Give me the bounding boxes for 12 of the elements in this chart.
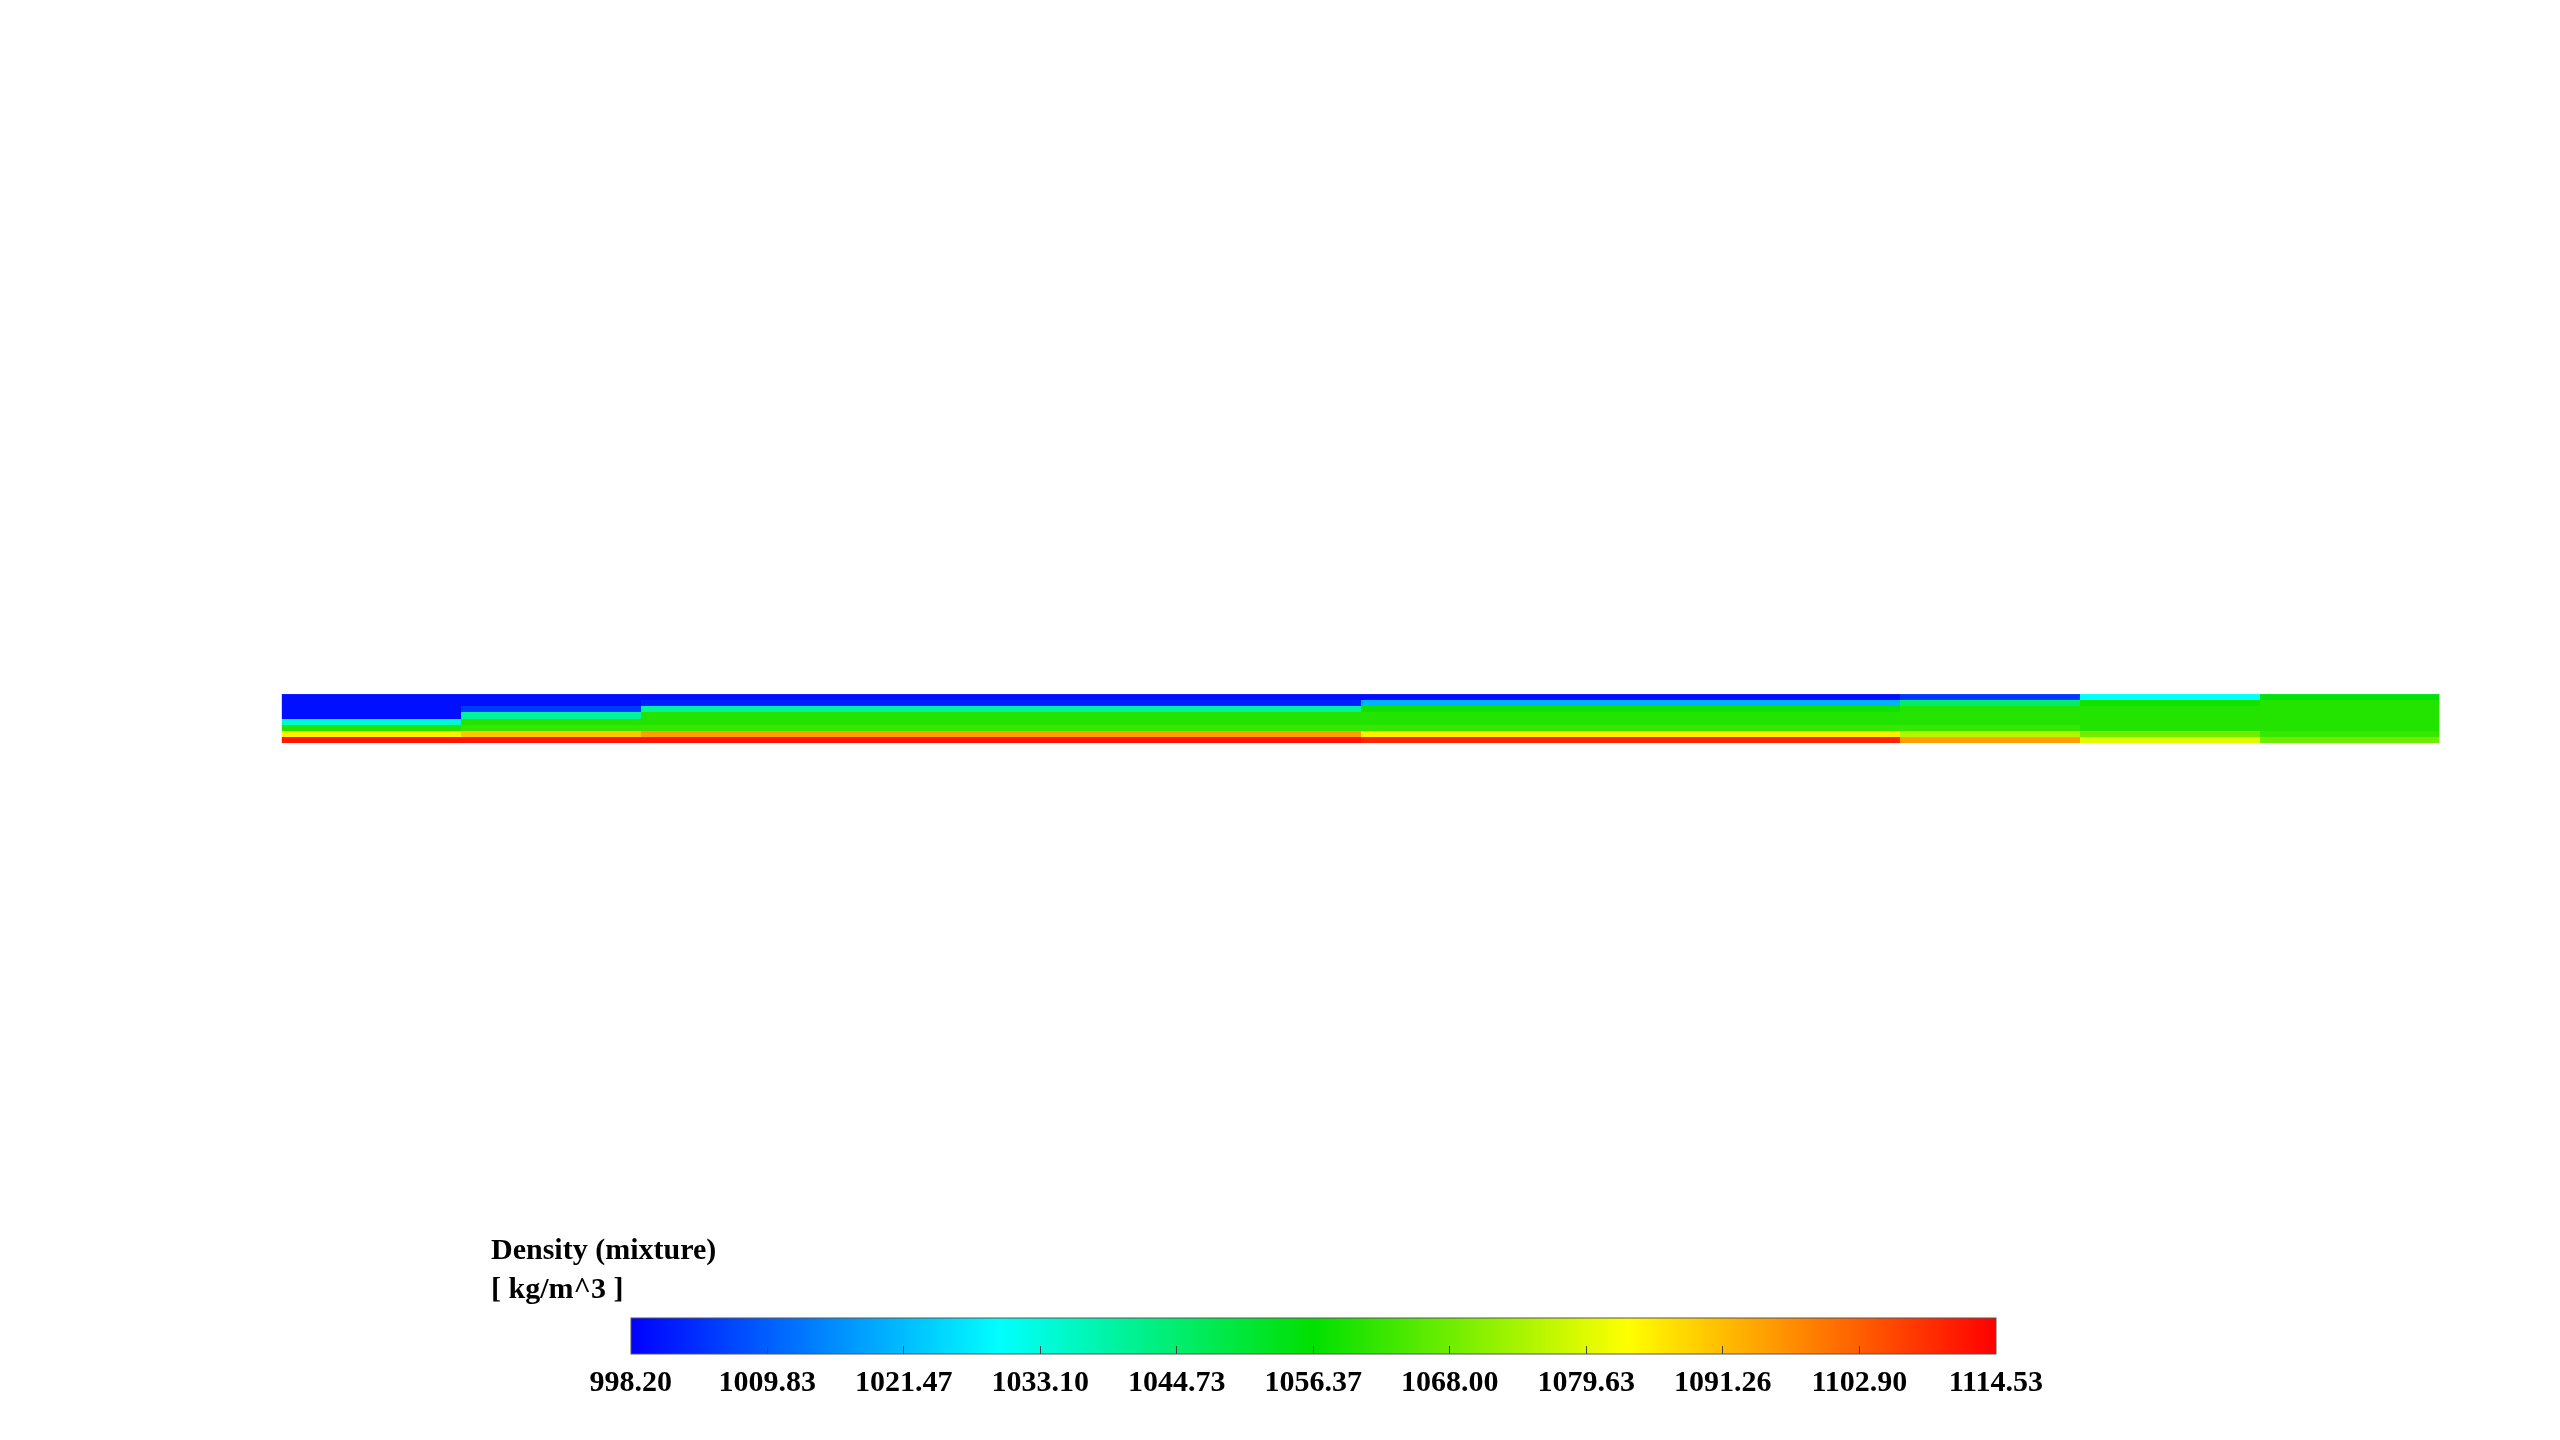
color-bar-label: 1056.37: [1264, 1364, 1363, 1397]
color-bar-label: 1009.83: [718, 1364, 816, 1397]
color-bar-title: Density (mixture) [ kg/m^3 ]: [491, 1232, 717, 1304]
color-bar-label: 1044.73: [1128, 1364, 1226, 1397]
color-bar-label: 1068.00: [1401, 1364, 1499, 1397]
color-bar-label: 998.20: [589, 1364, 673, 1397]
color-bar-label: 1114.53: [1948, 1364, 2043, 1397]
color-bar-label: 1091.26: [1673, 1364, 1772, 1397]
color-bar-label: 1079.63: [1537, 1364, 1636, 1397]
color-bar-label: 1033.10: [991, 1364, 1090, 1397]
color-bar-label: 1102.90: [1811, 1364, 1908, 1397]
color-bar-label: 1021.47: [855, 1364, 953, 1397]
